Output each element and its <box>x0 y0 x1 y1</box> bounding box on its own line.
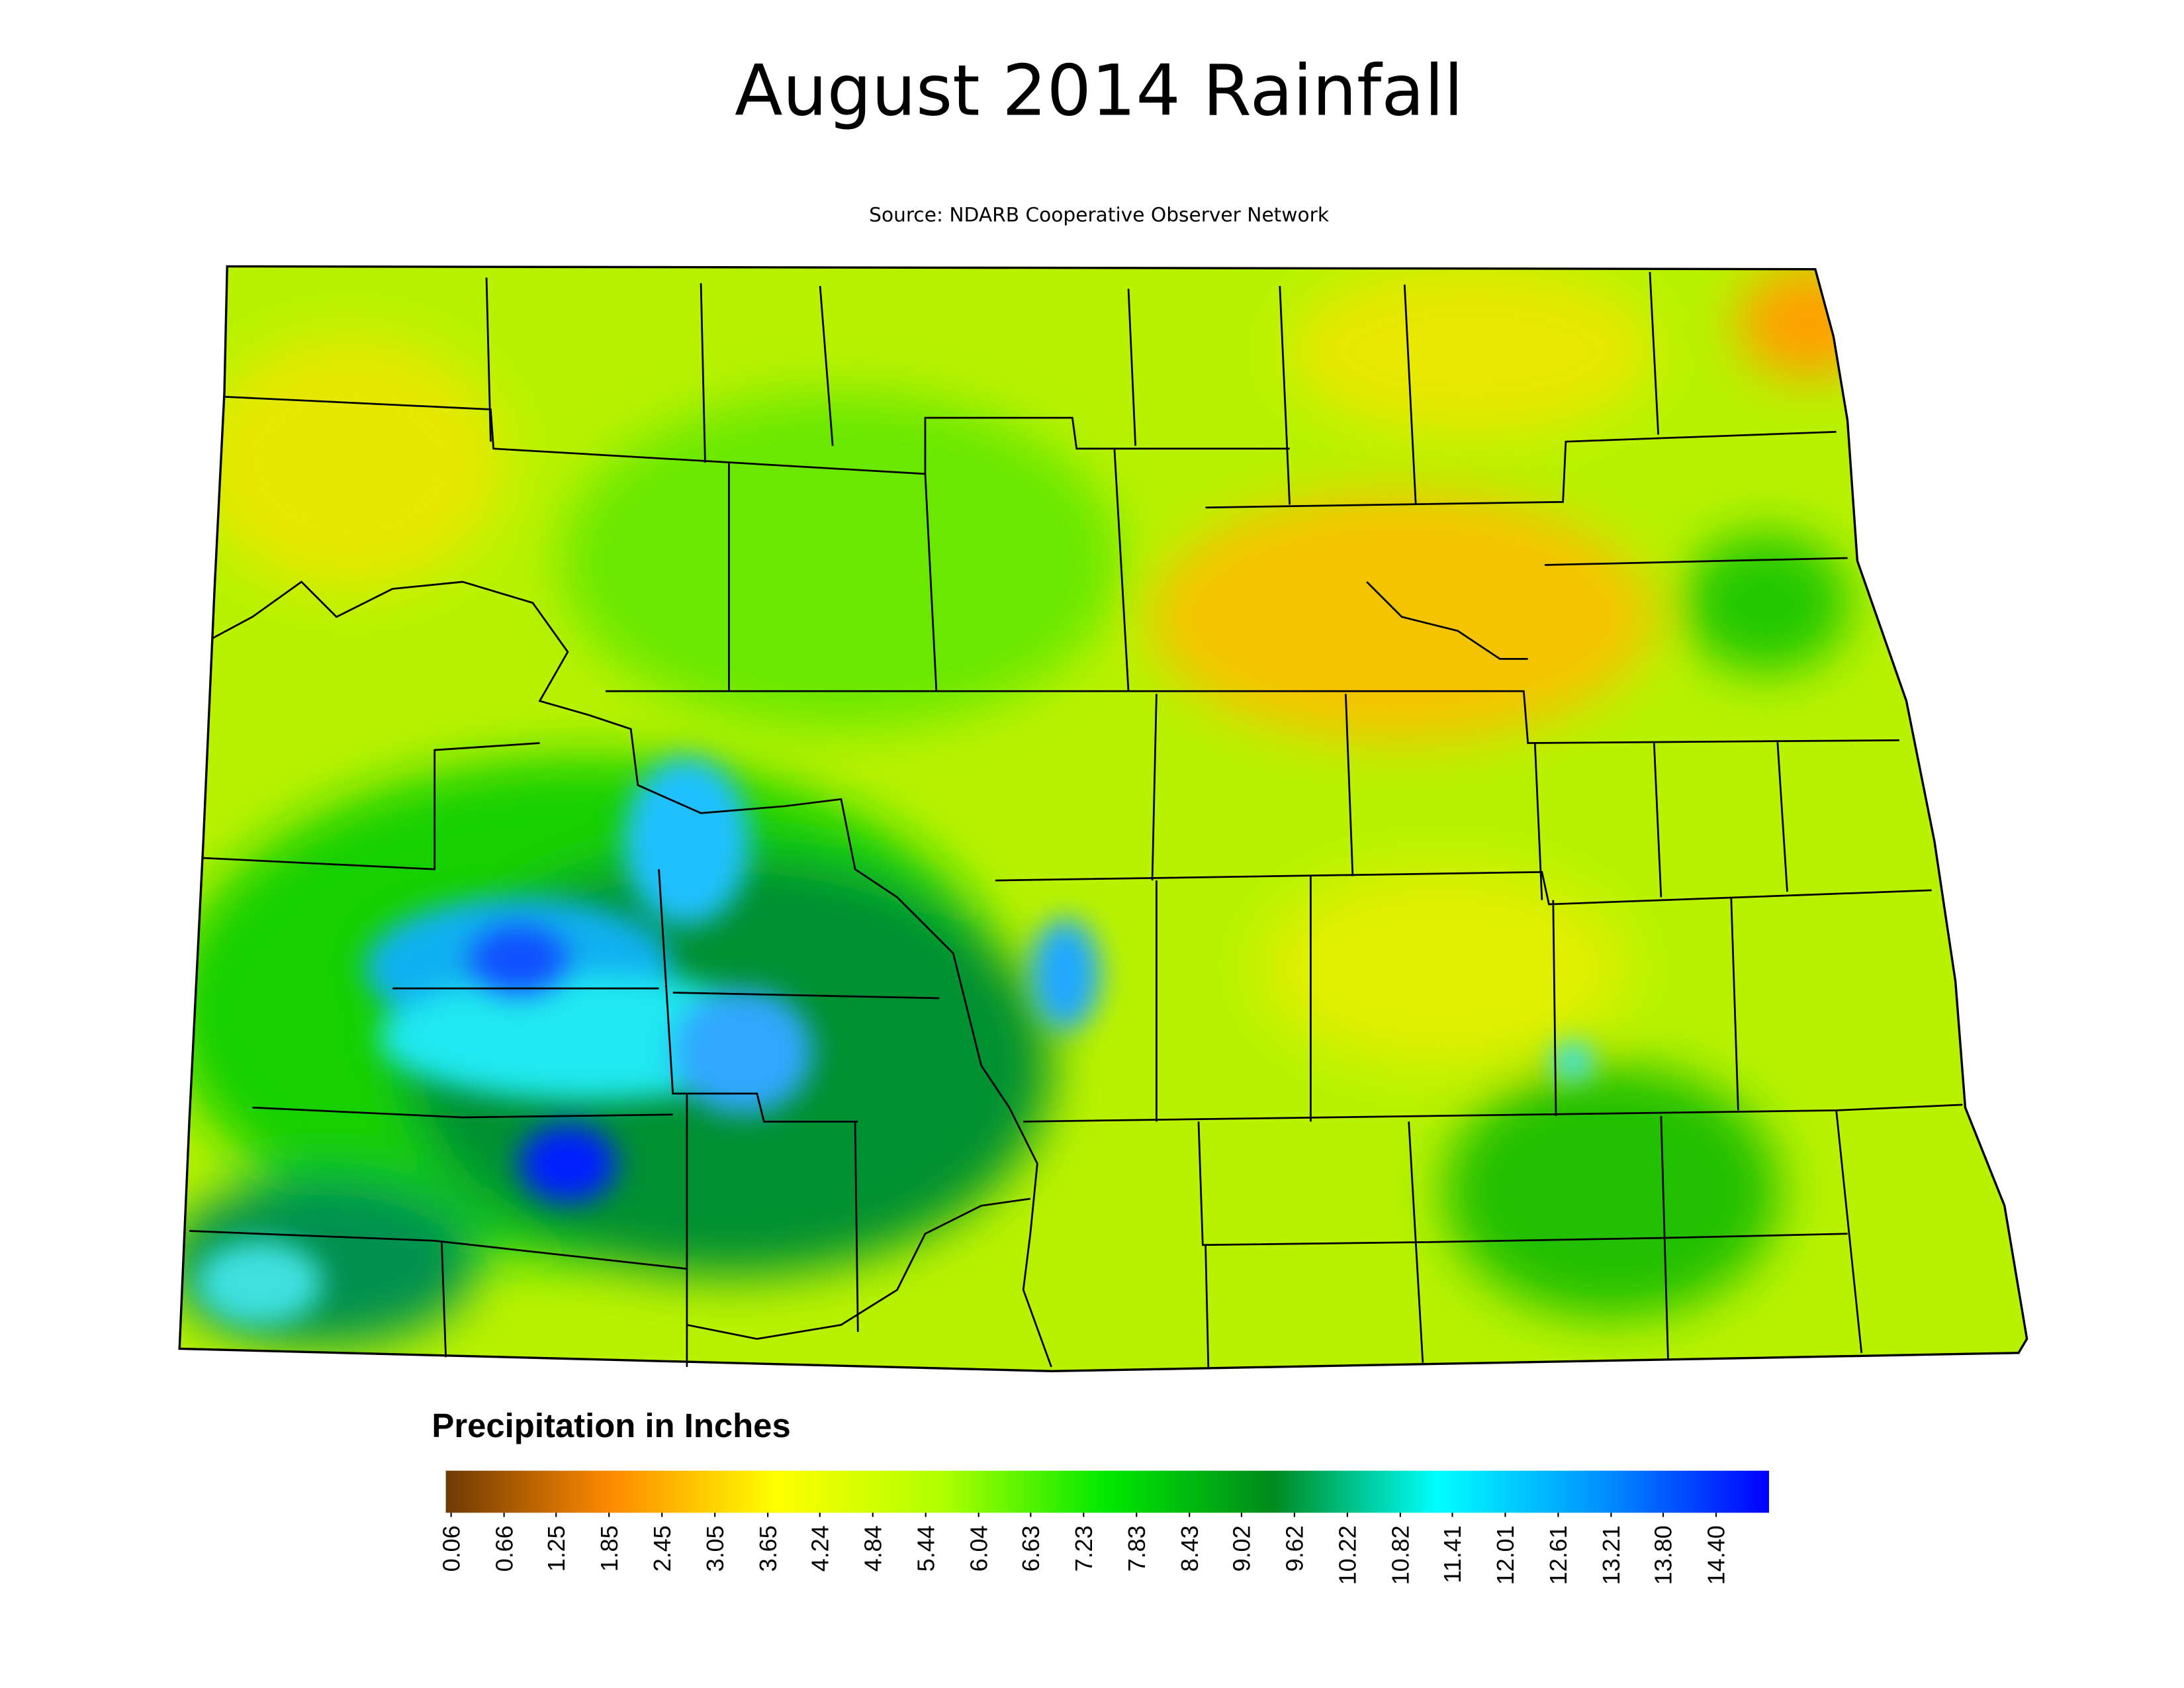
tick-label: 7.23 <box>1070 1525 1097 1571</box>
tick-label: 4.24 <box>806 1525 833 1571</box>
legend-ticks: 0.06 0.66 1.25 1.85 2.45 3.05 3.65 4.24 4.84 5.44… <box>437 1513 1730 1585</box>
tick-label: 1.25 <box>543 1525 570 1571</box>
tick-label: 0.66 <box>490 1525 518 1571</box>
tick-label: 10.82 <box>1387 1525 1414 1585</box>
tick-label: 3.65 <box>754 1525 782 1571</box>
rainfall-surface <box>179 266 2027 1372</box>
tick-label: 0.06 <box>437 1525 465 1571</box>
tick-label: 5.44 <box>912 1525 939 1571</box>
map-source: Source: NDARB Cooperative Observer Netwo… <box>869 203 1330 226</box>
tick-label: 9.02 <box>1228 1525 1255 1571</box>
tick-label: 13.80 <box>1650 1525 1677 1585</box>
tick-label: 13.21 <box>1598 1525 1625 1585</box>
tick-label: 4.84 <box>859 1525 886 1571</box>
tick-label: 6.04 <box>965 1525 992 1571</box>
tick-label: 11.41 <box>1439 1525 1466 1583</box>
tick-label: 14.40 <box>1703 1525 1730 1585</box>
tick-label: 7.83 <box>1123 1525 1150 1571</box>
tick-label: 9.62 <box>1281 1525 1308 1571</box>
tick-label: 3.05 <box>702 1525 729 1571</box>
color-bar <box>445 1470 1769 1513</box>
tick-label: 6.63 <box>1017 1525 1044 1571</box>
tick-label: 12.61 <box>1545 1525 1572 1585</box>
legend-title: Precipitation in Inches <box>432 1407 790 1444</box>
map-title: August 2014 Rainfall <box>735 50 1463 132</box>
tick-label: 2.45 <box>649 1525 676 1571</box>
tick-label: 1.85 <box>596 1525 623 1571</box>
tick-label: 10.22 <box>1334 1525 1361 1585</box>
tick-label: 8.43 <box>1176 1525 1203 1571</box>
tick-label: 12.01 <box>1492 1525 1519 1585</box>
county-lines <box>178 265 2028 1373</box>
